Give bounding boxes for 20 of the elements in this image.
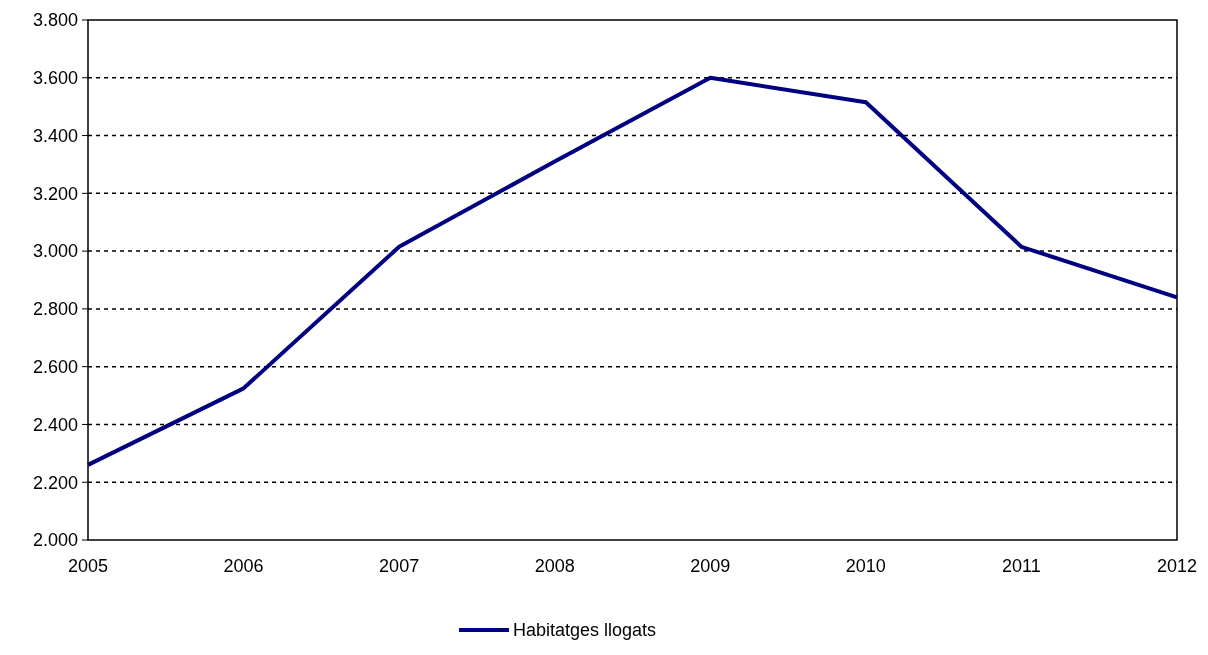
y-tick-label: 3.400 [32, 125, 78, 146]
legend-label: Habitatges llogats [513, 620, 657, 641]
x-tick-label: 2006 [223, 556, 264, 576]
x-tick-label: 2009 [690, 556, 731, 576]
x-tick-label: 2007 [379, 556, 420, 576]
y-tick-label: 3.800 [32, 10, 78, 31]
x-tick-label: 2010 [845, 556, 886, 576]
line-series [86, 75, 1179, 467]
y-tick-label: 2.600 [32, 356, 78, 377]
y-tick-label: 2.200 [32, 472, 78, 493]
x-tick-label: 2012 [1156, 556, 1198, 576]
y-tick-label: 3.200 [32, 183, 78, 204]
y-tick-label: 2.800 [32, 299, 78, 320]
y-tick-label: 2.400 [32, 414, 78, 435]
y-tick-label: 3.600 [32, 68, 78, 89]
x-tick-label: 2011 [1002, 556, 1041, 576]
y-tick-label: 3.000 [32, 241, 78, 262]
x-tick-label: 2008 [534, 556, 575, 576]
y-tick-label: 2.000 [32, 530, 78, 551]
x-tick-label: 2005 [67, 556, 109, 576]
